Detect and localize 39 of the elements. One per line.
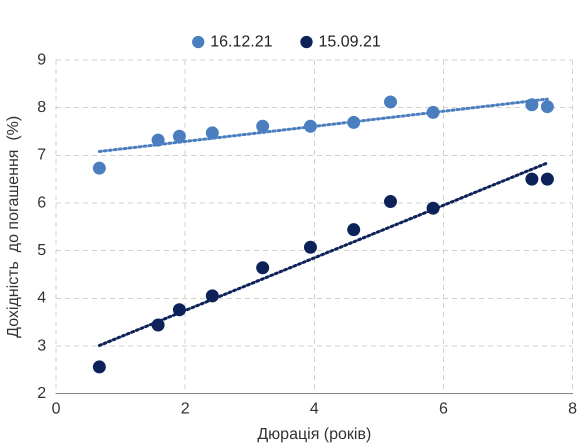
y-tick-label: 6 [37,194,46,212]
point [525,172,538,186]
point [256,120,270,133]
point [172,130,186,143]
x-axis-title: Дюрація (років) [257,426,372,443]
point [206,289,219,302]
x-tick-label: 2 [180,400,190,418]
x-tick-label: 0 [52,400,61,418]
point [347,223,360,236]
point [540,100,554,114]
point [426,106,440,119]
point [152,134,165,147]
y-axis-title: Дохідність до погашення (%) [5,116,22,338]
x-tick-label: 8 [568,400,578,418]
point [304,240,317,254]
point [206,126,219,140]
point [426,202,440,215]
point [384,95,397,108]
point [152,318,165,332]
point [347,116,360,129]
legend-label: 15.09.21 [318,33,381,50]
y-tick-label: 7 [37,146,46,164]
point [540,172,554,186]
x-tick-label: 4 [310,400,319,418]
y-tick-label: 3 [37,337,46,354]
point [172,303,186,316]
point [304,120,317,133]
point [525,98,538,112]
y-tick-label: 4 [37,290,46,307]
x-tick-label: 6 [438,400,448,418]
point [92,360,106,374]
point [384,195,397,208]
y-tick-label: 8 [37,99,46,116]
point [256,261,270,274]
legend-label: 16.12.21 [210,33,273,50]
point [92,162,106,175]
y-tick-label: 9 [37,51,46,68]
y-tick-label: 2 [37,385,46,402]
y-tick-label: 5 [37,242,46,260]
